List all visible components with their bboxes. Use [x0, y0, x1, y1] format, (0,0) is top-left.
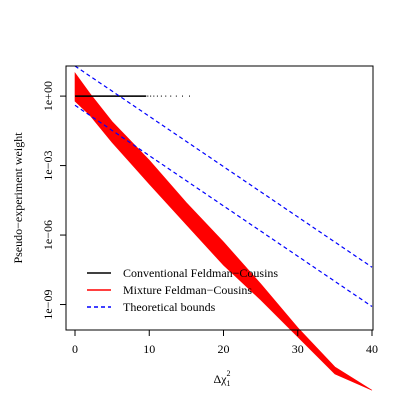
conventional-point — [140, 95, 141, 97]
x-axis-label-superscript: 2 — [227, 369, 231, 378]
conventional-point — [139, 95, 141, 97]
conventional-point — [156, 95, 158, 97]
conventional-point — [160, 95, 162, 97]
conventional-point — [150, 95, 152, 97]
conventional-point — [89, 95, 91, 97]
conventional-point — [165, 95, 167, 97]
x-tick-label: 30 — [292, 342, 304, 356]
theoretical-bound-upper — [74, 65, 373, 268]
theoretical-bound-lower — [74, 104, 373, 307]
x-axis-label-main: Δχ — [213, 372, 227, 386]
conventional-point — [113, 95, 115, 97]
conventional-point — [182, 95, 183, 97]
conventional-point — [77, 95, 79, 97]
conventional-point — [111, 95, 113, 97]
conventional-point — [153, 95, 155, 97]
x-tick-label: 0 — [72, 342, 78, 356]
conventional-point — [101, 95, 103, 97]
plot-data — [74, 65, 373, 391]
y-tick-label: 1e−03 — [41, 151, 55, 181]
x-axis-label: Δχ12 — [213, 369, 230, 388]
legend-label-mixture: Mixture Feldman−Cousins — [123, 283, 252, 297]
x-tick-label: 20 — [218, 342, 230, 356]
conventional-point — [124, 95, 126, 97]
mixture-band — [74, 71, 373, 391]
y-tick-label: 1e−06 — [41, 220, 55, 250]
legend-label-conventional: Conventional Feldman−Cousins — [123, 266, 278, 280]
conventional-point — [112, 95, 114, 97]
x-axis: 0 10 20 30 40 — [72, 329, 378, 356]
conventional-point — [79, 95, 81, 97]
x-tick-label: 40 — [366, 342, 378, 356]
y-tick-label: 1e+00 — [41, 81, 55, 111]
conventional-point — [140, 95, 142, 97]
legend: Conventional Feldman−Cousins Mixture Fel… — [87, 266, 278, 314]
conventional-point — [147, 95, 149, 97]
conventional-point — [114, 95, 116, 97]
x-tick-label: 10 — [143, 342, 155, 356]
x-axis-label-subscript: 1 — [227, 379, 231, 388]
conventional-point — [145, 95, 147, 97]
conventional-point — [76, 95, 78, 97]
conventional-point — [137, 95, 139, 97]
conventional-point — [175, 95, 177, 97]
conventional-point — [170, 95, 172, 97]
y-axis-label: Pseudo−experiment weight — [11, 132, 25, 264]
conventional-point — [189, 95, 190, 97]
y-axis: 1e+00 1e−03 1e−06 1e−09 — [41, 81, 67, 320]
conventional-point — [115, 95, 116, 97]
conventional-point — [90, 95, 92, 97]
y-tick-label: 1e−09 — [41, 289, 55, 319]
conventional-point — [128, 95, 129, 97]
conventional-point — [138, 95, 140, 97]
conventional-point — [125, 95, 127, 97]
conventional-point — [78, 95, 80, 97]
legend-label-theoretical: Theoretical bounds — [123, 300, 216, 314]
conventional-point — [88, 95, 90, 97]
conventional-point — [87, 95, 89, 97]
